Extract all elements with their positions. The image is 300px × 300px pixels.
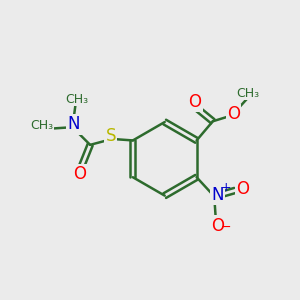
Text: O: O: [227, 105, 240, 123]
Text: CH₃: CH₃: [237, 87, 260, 100]
Text: O: O: [189, 93, 202, 111]
Text: S: S: [106, 127, 116, 145]
Text: −: −: [221, 221, 231, 234]
Text: O: O: [237, 180, 250, 198]
Text: +: +: [220, 181, 231, 194]
Text: N: N: [68, 115, 80, 133]
Text: CH₃: CH₃: [30, 119, 53, 132]
Text: O: O: [211, 217, 224, 235]
Text: O: O: [73, 165, 86, 183]
Text: N: N: [211, 186, 224, 204]
Text: CH₃: CH₃: [65, 93, 88, 106]
